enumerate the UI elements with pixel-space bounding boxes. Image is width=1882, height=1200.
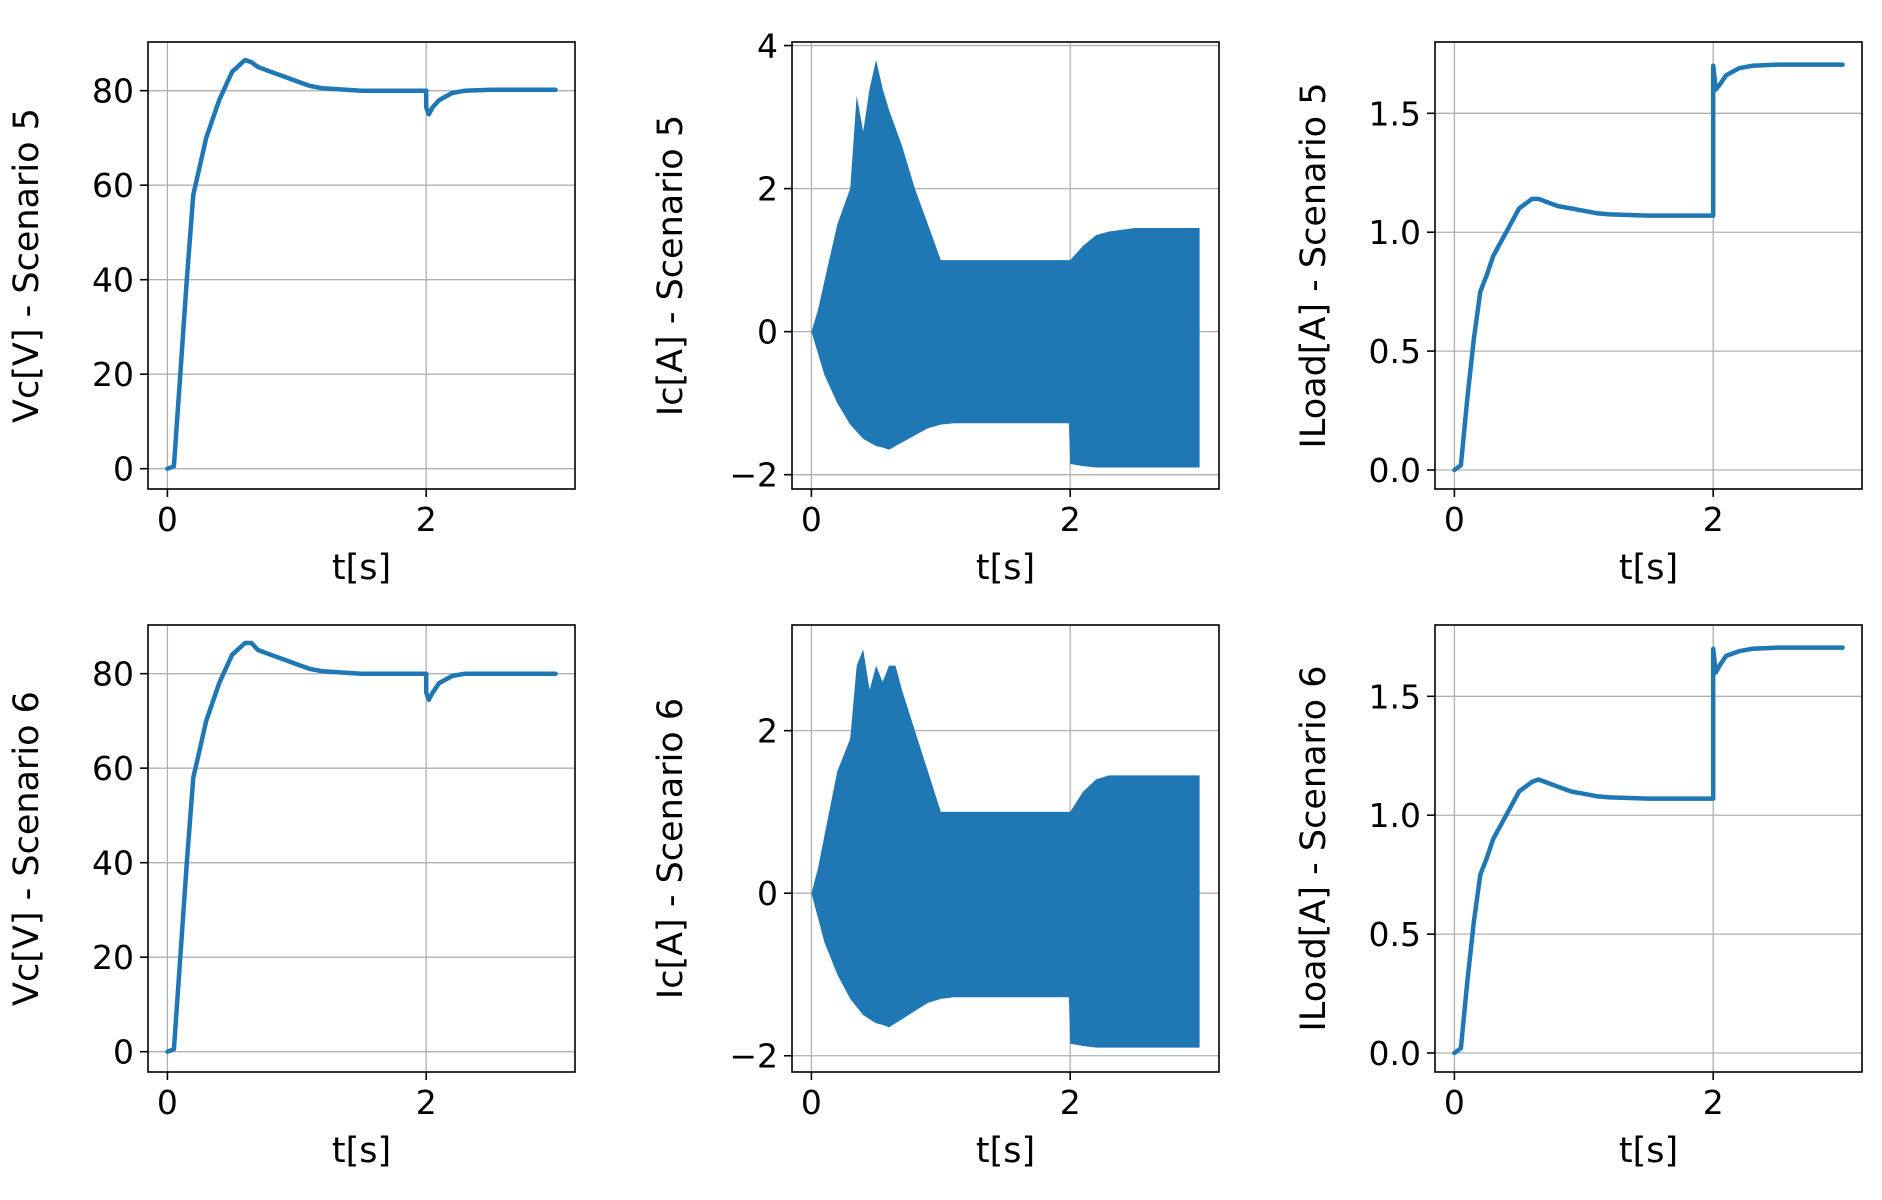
y-tick-label: 0 xyxy=(113,450,134,489)
x-tick-label: 2 xyxy=(1703,1083,1724,1122)
x-axis-label: t[s] xyxy=(1619,1131,1678,1171)
axes-frame xyxy=(1434,41,1863,490)
x-tick-label: 0 xyxy=(157,500,178,539)
y-axis-label: Ic[A] - Scenario 5 xyxy=(651,115,691,416)
y-tick-label: 0 xyxy=(757,313,778,352)
y-tick-label: −2 xyxy=(729,1037,778,1076)
x-tick-label: 0 xyxy=(801,500,822,539)
y-tick-label: 0.5 xyxy=(1369,915,1421,954)
y-tick-label: 2 xyxy=(757,170,778,209)
y-tick-label: 1.0 xyxy=(1369,213,1421,252)
x-tick-label: 0 xyxy=(1444,1083,1465,1122)
axes-frame xyxy=(1434,624,1863,1073)
y-tick-label: 1.0 xyxy=(1369,796,1421,835)
x-tick-label: 2 xyxy=(416,500,437,539)
subplot-6: 0 2 0.0 0.5 1.0 1.5 t[s] ILoad[A] - Scenario 6 xyxy=(1294,624,1863,1171)
y-axis-label: Ic[A] - Scenario 6 xyxy=(651,698,691,999)
data-marks xyxy=(165,640,558,1054)
data-marks xyxy=(165,57,558,471)
axes-frame xyxy=(147,624,576,1073)
axes-frame xyxy=(791,624,1220,1073)
y-tick-label: 80 xyxy=(92,655,134,694)
x-tick-label: 0 xyxy=(801,1083,822,1122)
data-marks xyxy=(811,649,1200,1048)
data-marks xyxy=(1452,645,1845,1056)
y-tick-label: 1.5 xyxy=(1369,677,1421,716)
data-marks xyxy=(811,59,1200,468)
oscillation-envelope xyxy=(811,59,1200,468)
subplot-3: 0 2 0.0 0.5 1.0 1.5 t[s] ILoad[A] - Scenario 5 xyxy=(1294,41,1863,588)
x-axis-label: t[s] xyxy=(332,1131,391,1171)
x-axis-label: t[s] xyxy=(976,548,1035,588)
x-tick-label: 2 xyxy=(1060,500,1081,539)
y-tick-label: 0 xyxy=(757,874,778,913)
x-tick-label: 2 xyxy=(1703,500,1724,539)
series-line xyxy=(165,640,558,1054)
x-axis-label: t[s] xyxy=(332,548,391,588)
y-tick-label: 2 xyxy=(757,712,778,751)
y-axis-label: Vc[V] - Scenario 5 xyxy=(7,108,47,423)
series-line xyxy=(1452,62,1845,473)
axes-frame xyxy=(791,41,1220,490)
y-tick-label: 60 xyxy=(92,749,134,788)
y-tick-label: 20 xyxy=(92,355,134,394)
y-tick-label: 60 xyxy=(92,166,134,205)
series-line xyxy=(1452,645,1845,1056)
y-tick-label: 1.5 xyxy=(1369,94,1421,133)
data-marks xyxy=(1452,62,1845,473)
x-tick-label: 2 xyxy=(1060,1083,1081,1122)
y-axis-label: ILoad[A] - Scenario 6 xyxy=(1294,666,1334,1032)
y-axis-label: ILoad[A] - Scenario 5 xyxy=(1294,83,1334,449)
y-axis-label: Vc[V] - Scenario 6 xyxy=(7,691,47,1006)
y-tick-label: −2 xyxy=(729,456,778,495)
x-axis-label: t[s] xyxy=(976,1131,1035,1171)
y-tick-label: 80 xyxy=(92,72,134,111)
x-tick-label: 0 xyxy=(1444,500,1465,539)
x-axis-label: t[s] xyxy=(1619,548,1678,588)
y-tick-label: 4 xyxy=(757,27,778,66)
y-tick-label: 40 xyxy=(92,261,134,300)
y-tick-label: 20 xyxy=(92,938,134,977)
subplot-2: 0 2 −2 0 2 4 t[s] Ic[A] - Scenario 5 xyxy=(651,27,1220,588)
oscillation-envelope xyxy=(811,649,1200,1048)
y-tick-label: 0.0 xyxy=(1369,1034,1421,1073)
y-tick-label: 0 xyxy=(113,1033,134,1072)
subplot-5: 0 2 −2 0 2 t[s] Ic[A] - Scenario 6 xyxy=(651,624,1220,1171)
y-tick-label: 0.5 xyxy=(1369,332,1421,371)
series-line xyxy=(165,57,558,471)
y-tick-label: 0.0 xyxy=(1369,451,1421,490)
x-tick-label: 0 xyxy=(157,1083,178,1122)
x-tick-label: 2 xyxy=(416,1083,437,1122)
y-tick-label: 40 xyxy=(92,844,134,883)
axes-frame xyxy=(147,41,576,490)
